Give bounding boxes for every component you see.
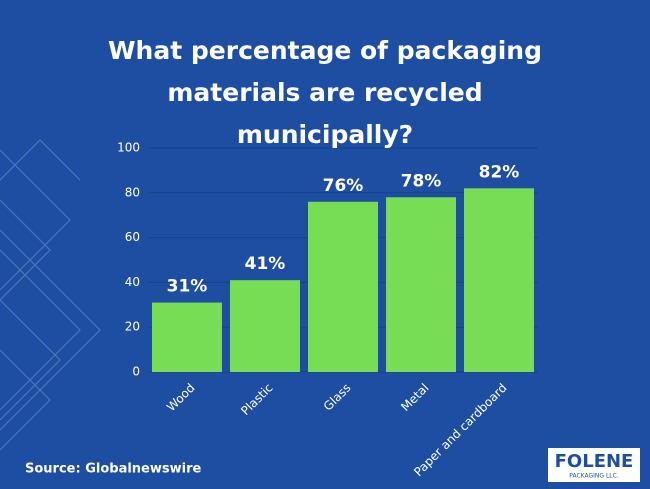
decoration (0, 139, 101, 451)
y-tick-label: 20 (125, 320, 140, 334)
y-tick-label: 60 (125, 230, 140, 244)
value-label: 31% (167, 277, 208, 297)
y-tick-label: 100 (117, 141, 140, 155)
source: Source: Globalnewswire (25, 462, 201, 477)
value-label: 76% (323, 176, 364, 196)
bar (230, 280, 300, 372)
bar (464, 188, 534, 372)
value-label: 82% (479, 162, 520, 182)
value-label: 41% (245, 254, 286, 274)
y-tick-label: 0 (132, 365, 140, 379)
y-tick-label: 80 (125, 185, 140, 199)
y-tick-label: 40 (125, 275, 140, 289)
chart-title: What percentage of packaging materials a… (107, 36, 543, 149)
x-tick-label: Wood (164, 381, 198, 415)
logo-box (548, 448, 640, 482)
logo-name: FOLENE (555, 451, 634, 472)
x-tick-label: Metal (398, 381, 431, 414)
value-label: 78% (401, 171, 442, 191)
bar (308, 201, 378, 372)
x-tick-label: Plastic (238, 381, 275, 418)
bar (386, 197, 456, 372)
x-tick-label: Glass (321, 381, 354, 414)
bar (152, 302, 222, 372)
logo-subtitle: PACKAGING LLC. (569, 473, 619, 480)
